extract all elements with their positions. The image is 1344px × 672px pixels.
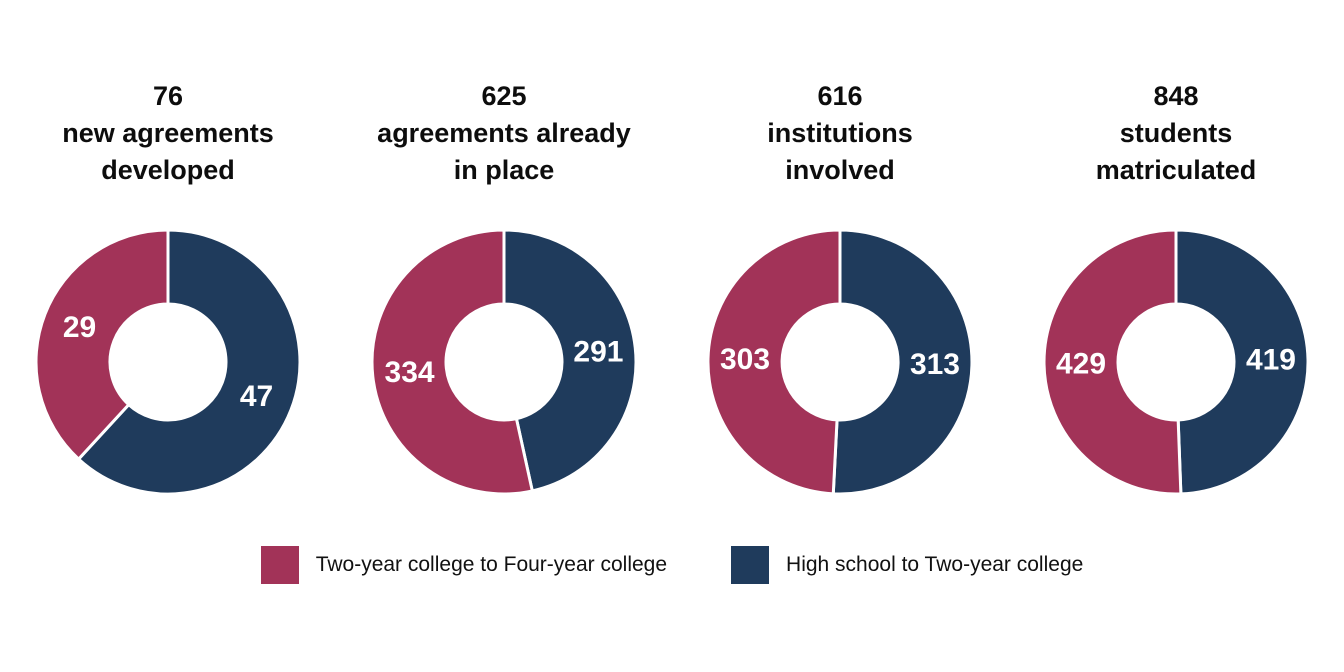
chart-title: 616 institutions involved — [767, 81, 913, 185]
legend: Two-year college to Four-year college Hi… — [0, 546, 1344, 584]
slice-value-label: 334 — [385, 356, 435, 389]
donut-chart-students-matriculated: 419 429 — [1036, 222, 1316, 502]
donut-segment-navy — [77, 228, 302, 496]
slice-value-label: 47 — [240, 380, 273, 413]
chart-title: 848 students matriculated — [1095, 81, 1257, 185]
chart-title: 76 new agreements developed — [62, 81, 274, 185]
chart-institutions-involved: 616 institutions involved 313 303 — [672, 78, 1008, 502]
donut-chart-agreements-in-place: 291 334 — [364, 222, 644, 502]
slice-value-label: 429 — [1056, 347, 1106, 380]
legend-label: Two-year college to Four-year college — [315, 553, 668, 576]
donut-segment-navy — [831, 228, 974, 496]
legend-item-high-school-to-two-year: High school to Two-year college — [731, 546, 1083, 584]
donut-segment-crimson — [1042, 228, 1183, 496]
chart-title: 625 agreements already in place — [377, 81, 631, 185]
legend-swatch-crimson — [260, 546, 299, 584]
slice-value-label: 313 — [910, 348, 960, 381]
donut-segment-crimson — [370, 228, 534, 496]
donut-segment-crimson — [706, 228, 842, 496]
donut-chart-institutions-involved: 313 303 — [700, 222, 980, 502]
legend-swatch-navy — [731, 546, 770, 584]
slice-value-label: 29 — [63, 311, 96, 344]
donut-chart-new-agreements: 47 29 — [28, 222, 308, 502]
slice-value-label: 303 — [720, 343, 770, 376]
donut-segment-navy — [502, 228, 638, 493]
chart-new-agreements: 76 new agreements developed 47 29 — [0, 78, 336, 502]
slice-value-label: 419 — [1246, 344, 1296, 377]
chart-students-matriculated: 848 students matriculated 419 429 — [1008, 78, 1344, 502]
chart-agreements-in-place: 625 agreements already in place 291 334 — [336, 78, 672, 502]
charts-row: 76 new agreements developed 47 29 625 agr… — [0, 78, 1344, 502]
donut-segment-crimson — [34, 228, 170, 461]
slice-value-label: 291 — [573, 335, 623, 368]
donut-segment-navy — [1174, 228, 1310, 496]
legend-item-two-year-to-four-year: Two-year college to Four-year college — [260, 546, 668, 584]
legend-label: High school to Two-year college — [786, 553, 1084, 576]
